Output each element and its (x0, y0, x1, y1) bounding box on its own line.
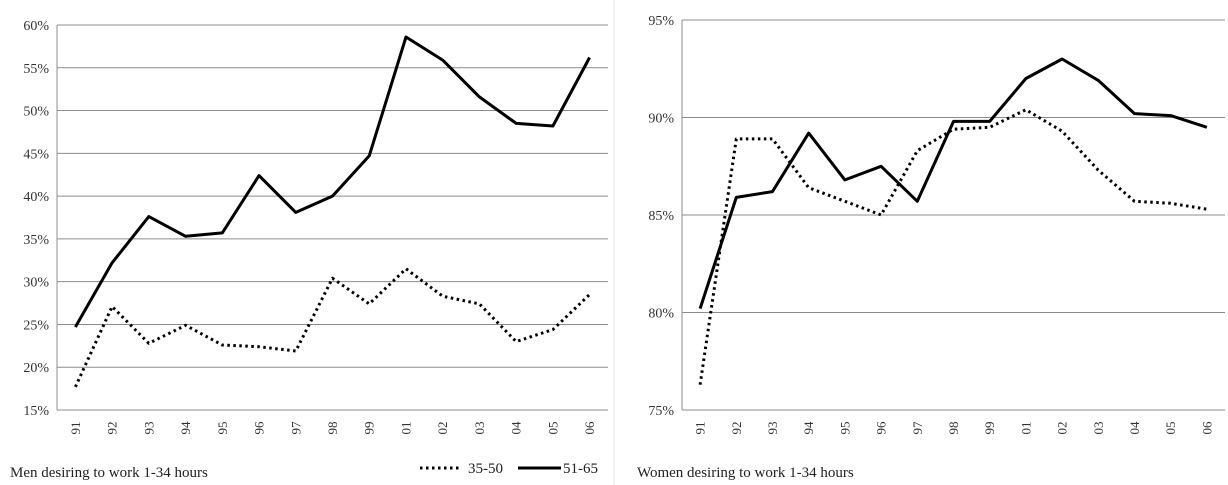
women-x-tick-label: 04 (1127, 421, 1142, 435)
women-chart-panel: 75% 80% 85% 90% 95% 91 92 93 94 95 96 97 98 99 01 02 03 0… (648, 14, 1225, 435)
women-chart-caption: Women desiring to work 1-34 hours (637, 465, 854, 481)
legend-label-35-50: 35-50 (468, 461, 503, 477)
men-x-tick-label: 94 (178, 421, 193, 435)
men-y-tick-label: 30% (23, 276, 49, 291)
men-series-line-35-50 (74, 267, 591, 388)
women-x-tick-label: 94 (801, 421, 816, 435)
men-x-tick-label: 97 (288, 421, 303, 435)
women-series-line-35-50 (698, 108, 1208, 385)
men-y-tick-label: 35% (23, 233, 49, 248)
men-y-tick-label: 50% (23, 105, 49, 120)
men-y-tick-label: 20% (23, 361, 49, 376)
women-x-tick-label: 97 (910, 421, 925, 435)
women-x-tick-label: 96 (874, 421, 889, 435)
men-x-tick-label: 95 (215, 422, 230, 435)
legend: 35-50 51-65 (420, 461, 598, 477)
women-x-tick-label: 06 (1199, 421, 1214, 435)
men-x-tick-label: 93 (141, 422, 156, 435)
men-chart-panel: 15% 20% 25% 30% 35% 40% 45% 50% 55% 60% 91 92 93 94 95… (23, 19, 608, 435)
legend-label-51-65: 51-65 (563, 461, 598, 477)
women-x-tick-label: 98 (946, 422, 961, 435)
women-series-line-51-65 (698, 57, 1208, 310)
women-x-tick-label: 93 (765, 422, 780, 435)
men-x-tick-label: 91 (68, 422, 83, 435)
women-y-tick-label: 80% (648, 307, 674, 322)
women-y-tick-label: 95% (648, 14, 674, 29)
men-y-tick-label: 40% (23, 190, 49, 205)
men-y-tick-label: 25% (23, 318, 49, 333)
men-y-tick-label: 15% (23, 404, 49, 419)
women-x-tick-label: 01 (1018, 422, 1033, 435)
men-x-tick-label: 99 (362, 422, 377, 435)
women-y-tick-label: 90% (648, 112, 674, 127)
women-x-tick-label: 91 (693, 422, 708, 435)
women-x-tick-label: 02 (1055, 422, 1070, 435)
women-x-tick-label: 92 (729, 422, 744, 435)
women-y-tick-label: 85% (648, 209, 674, 224)
men-x-tick-label: 05 (545, 422, 560, 435)
men-x-tick-label: 03 (472, 422, 487, 435)
men-x-tick-label: 01 (398, 422, 413, 435)
women-y-tick-label: 75% (648, 404, 674, 419)
women-x-tick-label: 95 (837, 422, 852, 435)
women-x-tick-label: 03 (1091, 422, 1106, 435)
women-x-tick-label: 99 (982, 422, 997, 435)
men-y-tick-label: 55% (23, 62, 49, 77)
men-chart-caption: Men desiring to work 1-34 hours (10, 465, 208, 481)
men-x-tick-label: 06 (582, 421, 597, 435)
men-x-tick-label: 98 (325, 422, 340, 435)
men-x-tick-label: 92 (105, 422, 120, 435)
men-x-tick-label: 02 (435, 422, 450, 435)
men-y-tick-label: 60% (23, 19, 49, 34)
women-x-tick-label: 05 (1163, 422, 1178, 435)
men-series-line-51-65 (74, 35, 591, 328)
men-x-tick-label: 96 (252, 421, 267, 435)
men-x-tick-label: 04 (509, 421, 524, 435)
men-y-tick-label: 45% (23, 147, 49, 162)
